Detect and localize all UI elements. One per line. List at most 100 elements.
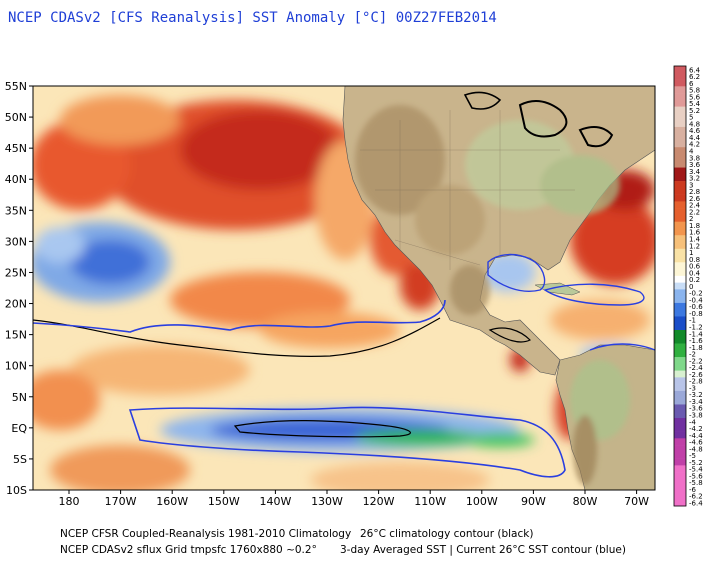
colorbar-label: -0.8 [689,310,703,318]
colorbar-swatch [674,248,686,256]
colorbar-label: -2.6 [689,371,703,379]
colorbar-label: -0.4 [689,296,703,304]
lon-label: 90W [521,495,546,508]
colorbar: 6.46.265.85.65.45.254.84.64.44.243.83.63… [673,65,703,508]
colorbar-swatch [674,93,686,101]
colorbar-label: -5.2 [689,459,703,467]
colorbar-swatch [674,316,686,324]
colorbar-label: -6 [689,486,697,494]
colorbar-swatch [674,187,686,195]
colorbar-swatch [674,492,686,500]
colorbar-swatch [674,289,686,297]
colorbar-swatch [674,221,686,229]
colorbar-label: 2.8 [689,188,700,196]
colorbar-swatch [674,445,686,453]
colorbar-swatch [674,485,686,493]
colorbar-label: -5 [689,452,696,460]
colorbar-swatch [674,350,686,358]
colorbar-label: -3.2 [689,391,703,399]
colorbar-swatch [674,431,686,439]
colorbar-label: 5.6 [689,93,701,101]
lon-label: 100W [466,495,498,508]
colorbar-swatch [674,458,686,466]
colorbar-swatch [674,384,686,392]
lon-label: 180 [59,495,80,508]
map-title: NCEP CDASv2 [CFS Reanalysis] SST Anomaly… [8,10,497,26]
lon-label: 160W [156,495,188,508]
colorbar-label: -3.8 [689,412,703,420]
colorbar-swatch [674,330,686,338]
colorbar-label: 5 [689,114,693,122]
footer-data-source: NCEP CDASv2 sflux Grid tmpsfc 1760x880 ~… [60,544,317,556]
colorbar-label: -2.8 [689,378,703,386]
colorbar-label: -1.2 [689,324,703,332]
colorbar-label: 5.4 [689,100,701,108]
colorbar-swatch [674,214,686,222]
colorbar-swatch [674,418,686,426]
colorbar-swatch [674,357,686,365]
colorbar-swatch [674,174,686,182]
colorbar-label: 0.6 [689,263,701,271]
colorbar-label: 5.8 [689,87,700,95]
colorbar-label: -4 [689,418,697,426]
colorbar-swatch [674,282,686,290]
colorbar-label: -3.4 [689,398,703,406]
lat-label: 5N [12,391,27,404]
colorbar-swatch [674,113,686,121]
colorbar-swatch [674,363,686,371]
lat-label: 55N [5,80,27,93]
colorbar-label: 4.6 [689,127,701,135]
lat-label: 35N [5,204,27,217]
colorbar-label: 3.2 [689,175,700,183]
colorbar-label: 1.4 [689,236,701,244]
colorbar-label: -2.2 [689,357,703,365]
colorbar-swatch [674,438,686,446]
colorbar-label: 2.4 [689,202,701,210]
colorbar-swatch [674,478,686,486]
colorbar-label: -1 [689,317,696,325]
colorbar-label: -2 [689,351,696,359]
colorbar-label: -6.2 [689,493,703,501]
colorbar-label: 4.8 [689,120,700,128]
climatology-26c-contour [33,317,441,357]
lon-label: 170W [105,495,137,508]
colorbar-label: -5.4 [689,466,703,474]
colorbar-label: 0.4 [689,269,701,277]
colorbar-label: -3 [689,384,696,392]
lat-label: 25N [5,266,27,279]
colorbar-swatch [674,390,686,398]
colorbar-label: -3.6 [689,405,703,413]
colorbar-label: 6.2 [689,73,700,81]
colorbar-swatch [674,72,686,80]
colorbar-swatch [674,370,686,378]
footer-current-contour: 3-day Averaged SST | Current 26°C SST co… [340,544,626,556]
lon-label: 120W [363,495,395,508]
colorbar-swatch [674,465,686,473]
lat-label: 10N [5,360,27,373]
lon-label: 130W [311,495,343,508]
colorbar-label: -0.2 [689,290,703,298]
map-plot-area [33,86,655,490]
colorbar-label: 3.4 [689,168,701,176]
colorbar-swatch [674,451,686,459]
lon-label: 70W [624,495,649,508]
colorbar-swatch [674,269,686,277]
lat-label: 15N [5,329,27,342]
colorbar-swatch [674,228,686,236]
colorbar-swatch [674,397,686,405]
colorbar-swatch [674,106,686,114]
colorbar-label: -1.6 [689,337,703,345]
latitude-axis: 55N 50N 45N 40N 35N 30N 25N 20N 15N 10N 5N EQ 5S 10S [5,80,33,497]
colorbar-swatch [674,181,686,189]
colorbar-label: -4.4 [689,432,703,440]
colorbar-label: 4 [689,148,694,156]
colorbar-swatch [674,160,686,168]
colorbar-label: 3.6 [689,161,701,169]
colorbar-label: 1 [689,249,693,257]
colorbar-label: 0.8 [689,256,700,264]
colorbar-swatch [674,472,686,480]
lat-label: 30N [5,235,27,248]
colorbar-label: 3 [689,181,693,189]
colorbar-label: -4.2 [689,425,703,433]
colorbar-label: -1.8 [689,344,703,352]
